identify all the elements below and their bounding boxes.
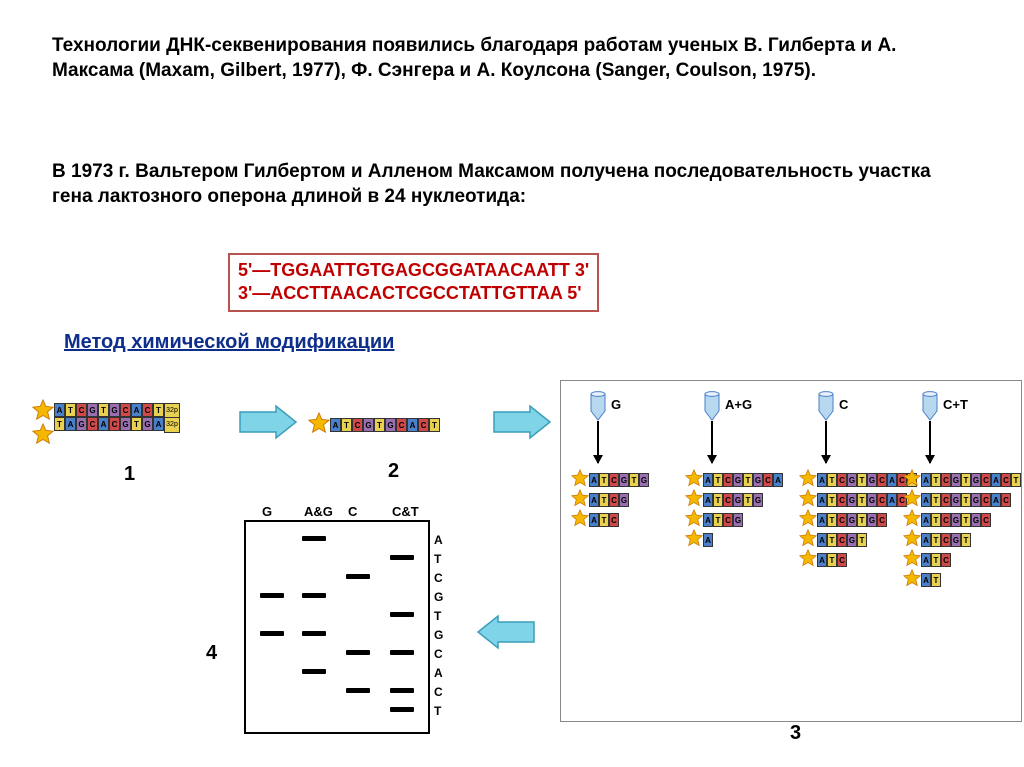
panel-2: ATCGTGCACT [308, 412, 488, 442]
label-2: 2 [388, 460, 399, 483]
label-4: 4 [206, 642, 217, 665]
arrow-1-2 [238, 404, 298, 440]
panel-1: ATCGTGCACTTAGCACGTGA32p32p [32, 395, 232, 465]
label-1: 1 [124, 463, 135, 486]
method-subtitle: Метод химической модификации [64, 331, 394, 354]
seq-line-1: 5'—TGGAATTGTGAGCGGATAACAATT 3' [238, 259, 589, 282]
label-3: 3 [790, 722, 801, 745]
arrow-3-4 [476, 614, 536, 650]
arrow-2-3 [492, 404, 552, 440]
sequence-box: 5'—TGGAATTGTGAGCGGATAACAATT 3' 3'—ACCTTA… [228, 253, 599, 312]
panel-3: G ATCGTG ATCG ATCA+G ATCGTGCA ATCGTG ATC… [560, 380, 1022, 722]
seq-line-2: 3'—ACCTTAACACTCGCCTATTGTTAA 5' [238, 282, 589, 305]
intro-paragraph-2: В 1973 г. Вальтером Гилбертом и Алленом … [52, 160, 972, 209]
intro-paragraph-1: Технологии ДНК-секвенирования появились … [52, 34, 972, 83]
gel-panel: GA&GCC&TATCGTGCACT [244, 520, 430, 734]
